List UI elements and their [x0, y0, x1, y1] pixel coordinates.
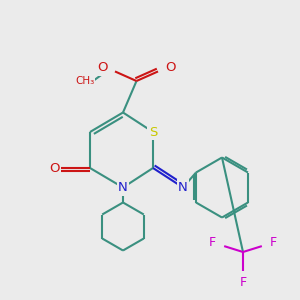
Text: F: F [239, 275, 247, 289]
Text: O: O [49, 161, 59, 175]
Text: F: F [209, 236, 216, 250]
Text: CH₃: CH₃ [75, 76, 94, 86]
Text: O: O [98, 61, 108, 74]
Text: N: N [118, 181, 128, 194]
Text: F: F [270, 236, 277, 250]
Text: N: N [178, 181, 188, 194]
Text: O: O [165, 61, 175, 74]
Text: S: S [149, 125, 157, 139]
